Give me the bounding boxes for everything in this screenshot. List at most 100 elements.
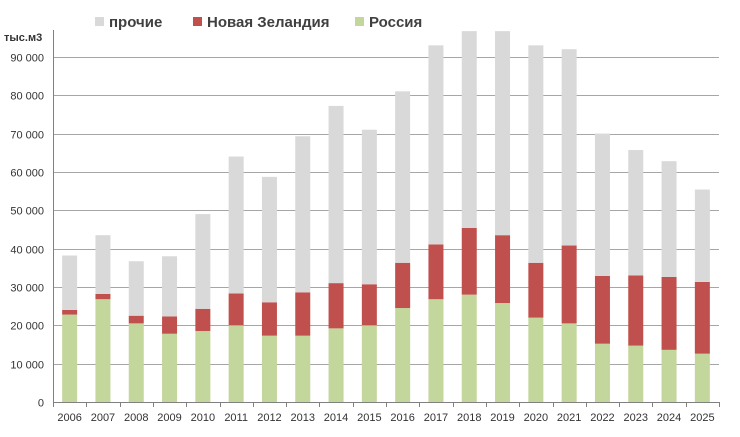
bar-segment	[395, 262, 411, 309]
bar-segment	[495, 303, 511, 402]
bar-segment	[594, 133, 610, 276]
bar-segment	[628, 345, 644, 402]
x-tick-label: 2015	[357, 412, 381, 424]
x-tick-label: 2011	[224, 412, 248, 424]
bar-segment	[328, 283, 344, 329]
legend-label: Россия	[369, 14, 422, 31]
y-tick-label: 60 000	[10, 168, 44, 180]
y-tick-label: 80 000	[10, 91, 44, 103]
y-tick-label: 90 000	[10, 53, 44, 65]
bar-segment	[62, 309, 78, 315]
bar-segment	[495, 235, 511, 304]
bar-segment	[461, 227, 477, 295]
x-tick-label: 2010	[191, 412, 215, 424]
y-tick-label: 50 000	[10, 206, 44, 218]
x-tick-label: 2016	[390, 412, 414, 424]
y-tick-label: 70 000	[10, 130, 44, 142]
x-tick-label: 2019	[490, 412, 514, 424]
bar-segment	[361, 284, 377, 326]
x-tick-label: 2023	[624, 412, 648, 424]
bar-segment	[128, 323, 144, 402]
bar-segment	[95, 235, 111, 294]
bar-segment	[428, 299, 444, 402]
bar-segment	[228, 293, 244, 326]
y-tick-label: 40 000	[10, 245, 44, 257]
legend-swatch	[95, 17, 104, 26]
bar-segment	[661, 349, 677, 402]
bar-segment	[195, 308, 211, 332]
bar-segment	[528, 45, 544, 263]
x-tick-label: 2017	[424, 412, 448, 424]
bar-segment	[228, 325, 244, 402]
gridlines	[53, 57, 719, 365]
bar-segment	[395, 91, 411, 263]
bar-segment	[261, 335, 277, 402]
bar-segment	[295, 136, 311, 293]
bar-segment	[661, 161, 677, 277]
y-tick-label: 10 000	[10, 360, 44, 372]
bar-segment	[228, 156, 244, 294]
bar-segment	[561, 49, 577, 246]
x-tick-label: 2014	[324, 412, 348, 424]
y-tick-label: 30 000	[10, 283, 44, 295]
x-tick-label: 2020	[524, 412, 548, 424]
legend-swatch	[355, 17, 364, 26]
bar-segment	[195, 214, 211, 309]
bar-segment	[628, 150, 644, 276]
y-tick-label: 20 000	[10, 321, 44, 333]
y-tick-labels: 0 10 000 20 000 30 000 40 000 50 000 60 000 70 …	[10, 53, 44, 410]
bar-segment	[428, 244, 444, 300]
bar-segment	[495, 31, 511, 236]
bar-segment	[561, 245, 577, 324]
bar-segment	[295, 335, 311, 402]
legend: прочие Новая Зеландия Россия	[95, 14, 422, 31]
y-tick-label: 0	[38, 398, 44, 410]
bar-segment	[328, 328, 344, 402]
bar-segment	[661, 276, 677, 350]
bar-segment	[128, 261, 144, 316]
bar-segment	[594, 275, 610, 344]
x-tick-label: 2008	[124, 412, 148, 424]
bar-segment	[694, 281, 710, 354]
bars	[62, 31, 710, 402]
x-tick-label: 2013	[291, 412, 315, 424]
x-tick-label: 2018	[457, 412, 481, 424]
bar-segment	[195, 331, 211, 402]
bar-segment	[528, 317, 544, 402]
x-tick-label: 2024	[657, 412, 681, 424]
x-tick-label: 2012	[257, 412, 281, 424]
legend-label: прочие	[109, 14, 162, 31]
bar-segment	[328, 105, 344, 284]
bar-segment	[162, 333, 178, 402]
y-axis-unit-label: тыс.м3	[4, 32, 42, 44]
bar-segment	[461, 31, 477, 228]
x-tick-label: 2009	[157, 412, 181, 424]
bar-segment	[62, 314, 78, 402]
bar-segment	[694, 353, 710, 402]
bar-segment	[361, 325, 377, 402]
bar-segment	[395, 308, 411, 402]
bar-segment	[594, 343, 610, 402]
bar-segment	[561, 323, 577, 402]
bar-segment	[461, 294, 477, 402]
bar-segment	[162, 316, 178, 334]
bar-segment	[295, 292, 311, 336]
bar-segment	[261, 176, 277, 303]
x-tick-label: 2021	[557, 412, 581, 424]
x-tick-label: 2007	[91, 412, 115, 424]
bar-segment	[95, 299, 111, 402]
bar-segment	[62, 255, 78, 310]
bar-segment	[162, 256, 178, 317]
bar-segment	[361, 129, 377, 285]
bar-segment	[95, 293, 111, 300]
axes	[53, 30, 720, 407]
x-tick-label: 2006	[57, 412, 81, 424]
bar-segment	[528, 262, 544, 318]
bar-segment	[128, 315, 144, 324]
bar-segment	[428, 45, 444, 245]
bar-segment	[694, 189, 710, 282]
x-tick-label: 2025	[690, 412, 714, 424]
legend-swatch	[193, 17, 202, 26]
